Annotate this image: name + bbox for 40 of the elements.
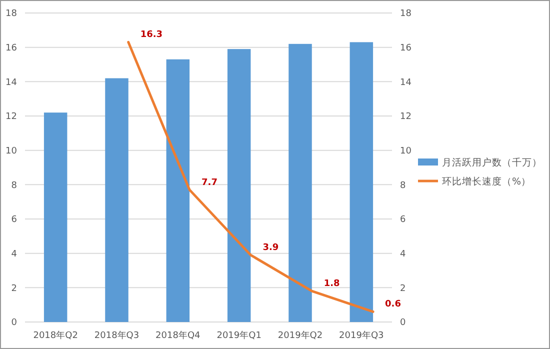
- y2-tick-label: 4: [400, 249, 406, 260]
- x-tick-label: 2019年Q3: [339, 330, 384, 341]
- y-tick-label: 8: [11, 180, 18, 191]
- data-label: 0.6: [385, 300, 401, 310]
- y-tick-label: 10: [6, 146, 18, 156]
- y-tick-label: 14: [6, 78, 18, 88]
- y2-tick-label: 8: [400, 180, 406, 191]
- data-label: 16.3: [140, 30, 163, 40]
- legend-label: 月活跃用户数（千万）: [442, 156, 542, 168]
- y2-tick-label: 10: [400, 146, 412, 156]
- bar: [350, 42, 374, 322]
- bar: [105, 78, 128, 322]
- y-tick-label: 4: [11, 249, 18, 260]
- x-tick-label: 2018年Q3: [94, 330, 140, 341]
- y-tick-label: 6: [11, 215, 18, 226]
- bar: [166, 59, 190, 322]
- legend-label: 环比增长速度（%）: [442, 175, 532, 188]
- y-tick-label: 0: [11, 318, 18, 328]
- data-label: 7.7: [202, 178, 218, 188]
- x-tick-label: 2019年Q1: [216, 330, 262, 341]
- line-series: [127, 40, 374, 313]
- y2-tick-label: 6: [400, 215, 406, 226]
- x-tick-label: 2018年Q4: [156, 330, 201, 341]
- bar: [288, 44, 312, 322]
- y2-tick-label: 0: [400, 318, 406, 328]
- y2-tick-label: 2: [400, 284, 406, 294]
- data-label: 3.9: [262, 243, 279, 254]
- x-tick-label: 2018年Q2: [33, 330, 78, 341]
- bar: [227, 49, 251, 322]
- y-tick-label: 12: [6, 112, 17, 122]
- bar: [44, 112, 68, 322]
- y-tick-label: 2: [11, 284, 17, 294]
- y2-tick-label: 14: [400, 78, 412, 88]
- y2-tick-label: 12: [400, 112, 412, 122]
- y-tick-label: 16: [6, 43, 18, 54]
- y-tick-label: 18: [6, 9, 18, 20]
- y2-tick-label: 18: [400, 9, 412, 20]
- x-tick-label: 2019年Q2: [278, 330, 323, 341]
- y2-tick-label: 16: [400, 43, 412, 54]
- data-label: 1.8: [324, 279, 340, 290]
